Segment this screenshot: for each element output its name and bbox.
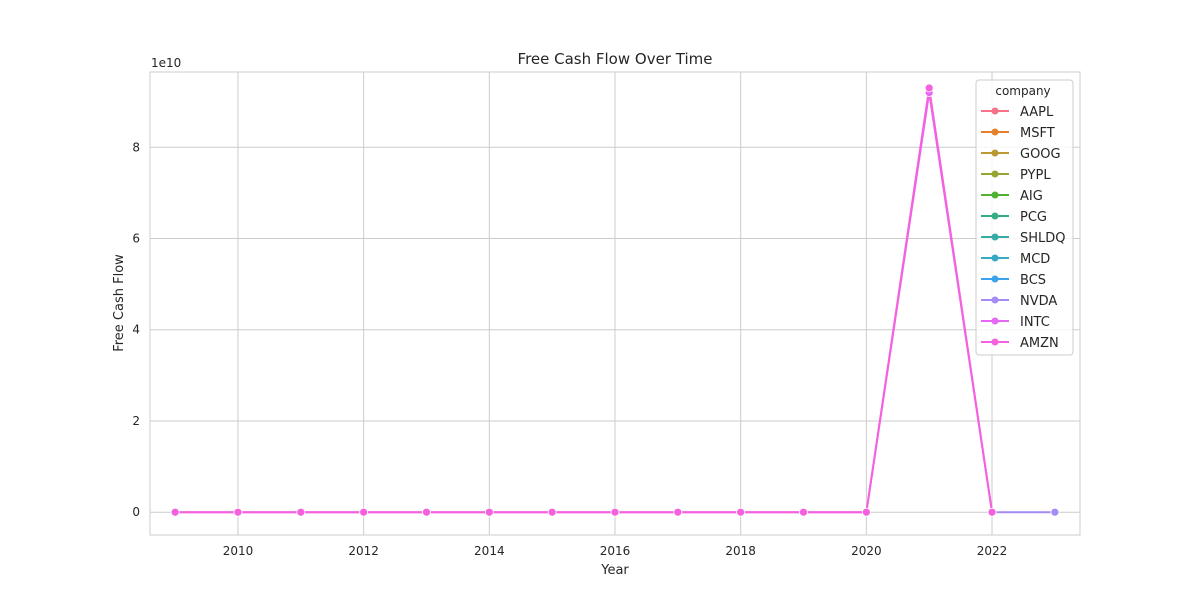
legend-swatch-marker xyxy=(991,170,999,178)
y-tick-label: 4 xyxy=(132,323,140,337)
data-point-amzn xyxy=(484,507,494,517)
legend-item-goog: GOOG xyxy=(981,147,1061,162)
data-point-amzn xyxy=(547,507,557,517)
x-tick-label: 2022 xyxy=(977,544,1008,558)
x-tick-label: 2016 xyxy=(600,544,631,558)
x-axis-label: Year xyxy=(600,563,629,578)
x-tick-label: 2012 xyxy=(348,544,379,558)
data-point-amzn xyxy=(170,507,180,517)
legend-box xyxy=(975,79,1074,356)
series-markers xyxy=(170,83,1060,517)
y-axis-ticks: 0 2 4 6 8 xyxy=(132,140,140,519)
legend-swatch-marker xyxy=(991,233,999,241)
legend-label: MSFT xyxy=(1020,126,1055,141)
legend-item-aig: AIG xyxy=(981,189,1043,204)
legend-label: MCD xyxy=(1020,252,1050,267)
series-line-amzn xyxy=(175,86,994,514)
data-point-amzn xyxy=(673,507,683,517)
x-tick-label: 2020 xyxy=(851,544,882,558)
legend-swatch-marker xyxy=(991,338,999,346)
legend-item-pypl: PYPL xyxy=(981,168,1051,183)
x-tick-label: 2010 xyxy=(223,544,254,558)
data-point-amzn xyxy=(359,507,369,517)
data-point-amzn xyxy=(924,83,934,93)
legend-item-mcd: MCD xyxy=(981,252,1050,267)
legend-label: INTC xyxy=(1020,315,1050,330)
legend-swatch-marker xyxy=(991,212,999,220)
legend-swatch-marker xyxy=(991,149,999,157)
x-axis-ticks: 2010 2012 2014 2016 2018 2020 2022 xyxy=(223,544,1008,558)
legend-swatch-marker xyxy=(991,191,999,199)
y-tick-label: 2 xyxy=(132,414,140,428)
legend-item-aapl: AAPL xyxy=(981,105,1054,120)
legend-swatch-marker xyxy=(991,254,999,262)
chart-title: Free Cash Flow Over Time xyxy=(518,50,713,68)
legend-swatch-marker xyxy=(991,128,999,136)
legend-label: GOOG xyxy=(1020,147,1061,162)
legend-label: NVDA xyxy=(1020,294,1057,309)
data-point-amzn xyxy=(296,507,306,517)
data-point-amzn xyxy=(987,507,997,517)
plot-area xyxy=(149,71,1081,536)
x-tick-label: 2014 xyxy=(474,544,505,558)
legend-label: SHLDQ xyxy=(1020,231,1066,246)
legend-item-intc: INTC xyxy=(981,315,1050,330)
legend-swatch-marker xyxy=(991,317,999,325)
legend-swatch-marker xyxy=(991,275,999,283)
data-point-amzn xyxy=(233,507,243,517)
legend: company AAPL MSFT GOOG PYPL AIG PCG SHLDQ MCD BC… xyxy=(975,79,1074,356)
series-lines xyxy=(175,86,1055,514)
y-tick-label: 0 xyxy=(132,505,140,519)
y-axis-label: Free Cash Flow xyxy=(112,254,127,352)
legend-item-amzn: AMZN xyxy=(981,336,1059,351)
y-tick-label: 8 xyxy=(132,140,140,154)
legend-item-shldq: SHLDQ xyxy=(981,231,1066,246)
legend-item-bcs: BCS xyxy=(981,273,1046,288)
data-point-amzn xyxy=(736,507,746,517)
data-point-nvda xyxy=(1050,507,1060,517)
legend-label: AIG xyxy=(1020,189,1043,204)
legend-label: AMZN xyxy=(1020,336,1059,351)
legend-swatch-marker xyxy=(991,107,999,115)
y-axis-multiplier: 1e10 xyxy=(151,56,181,70)
legend-item-msft: MSFT xyxy=(981,126,1055,141)
x-tick-label: 2018 xyxy=(725,544,756,558)
legend-label: BCS xyxy=(1020,273,1046,288)
series-line-intc xyxy=(175,91,994,514)
legend-item-pcg: PCG xyxy=(981,210,1047,225)
legend-title: company xyxy=(995,84,1050,98)
legend-label: AAPL xyxy=(1020,105,1054,120)
grid-lines xyxy=(150,72,1080,535)
data-point-amzn xyxy=(799,507,808,517)
legend-label: PYPL xyxy=(1020,168,1051,183)
legend-item-nvda: NVDA xyxy=(981,294,1057,309)
legend-label: PCG xyxy=(1020,210,1047,225)
y-tick-label: 6 xyxy=(132,231,140,245)
data-point-amzn xyxy=(422,507,431,517)
data-point-amzn xyxy=(861,507,871,517)
legend-swatch-marker xyxy=(991,296,999,304)
data-point-amzn xyxy=(610,507,620,517)
